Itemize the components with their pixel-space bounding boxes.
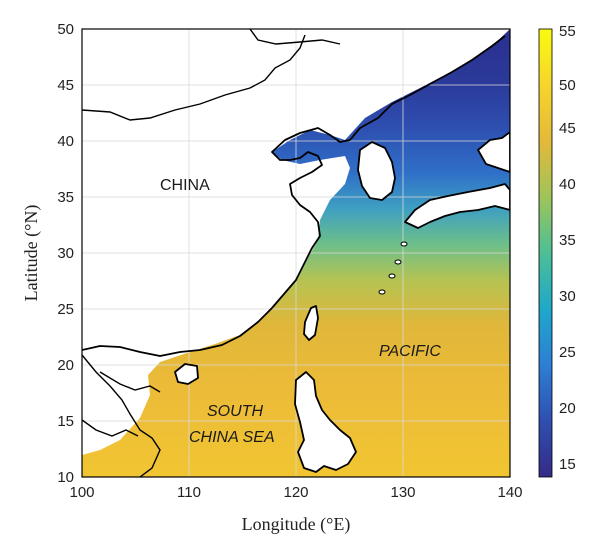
label-pacific: PACIFIC [379, 343, 441, 360]
gridlines [82, 29, 510, 477]
colorbar-ticks: 15 20 25 30 35 40 45 50 55 [559, 23, 576, 473]
x-tick-140: 140 [497, 484, 522, 501]
korea-coastline [349, 35, 506, 141]
label-china: CHINA [160, 177, 210, 194]
japan-islands [404, 183, 510, 229]
y-tick-35: 35 [57, 189, 74, 206]
taiwan-island [303, 305, 319, 341]
indochina-border-3 [99, 371, 161, 393]
y-tick-30: 30 [57, 245, 74, 262]
cb-tick-50: 50 [559, 77, 576, 94]
ryukyu-islands [378, 241, 408, 295]
y-tick-10: 10 [57, 469, 74, 486]
north-border [82, 34, 306, 121]
cb-tick-45: 45 [559, 120, 576, 137]
cb-tick-20: 20 [559, 400, 576, 417]
hokkaido-island [477, 131, 510, 173]
cb-tick-40: 40 [559, 176, 576, 193]
cb-tick-30: 30 [559, 288, 576, 305]
cb-tick-15: 15 [559, 456, 576, 473]
china-coastline [82, 127, 351, 357]
label-south-china-sea-2: CHINA SEA [189, 429, 275, 446]
y-tick-25: 25 [57, 301, 74, 318]
y-tick-20: 20 [57, 357, 74, 374]
indochina-border-2 [82, 419, 139, 437]
y-tick-40: 40 [57, 133, 74, 150]
cb-tick-35: 35 [559, 232, 576, 249]
y-axis-label: Latitude (°N) [21, 205, 42, 302]
y-tick-45: 45 [57, 77, 74, 94]
cb-tick-55: 55 [559, 23, 576, 40]
x-axis-label: Longitude (°E) [242, 514, 351, 535]
hainan-island [174, 363, 199, 385]
x-tick-110: 110 [177, 484, 201, 501]
north-border-2 [249, 29, 341, 45]
korea-peninsula [357, 141, 396, 201]
cb-tick-25: 25 [559, 344, 576, 361]
x-ticks: 100 110 120 130 140 [69, 484, 522, 501]
map-frame [81, 28, 511, 478]
y-ticks: 10 15 20 25 30 35 40 45 50 [57, 21, 74, 486]
x-tick-130: 130 [390, 484, 415, 501]
colorbar [538, 28, 553, 478]
x-tick-120: 120 [283, 484, 308, 501]
label-south-china-sea-1: SOUTH [207, 403, 263, 420]
y-tick-50: 50 [57, 21, 74, 38]
x-tick-100: 100 [69, 484, 94, 501]
philippines-islands [294, 371, 357, 473]
indochina-border [82, 354, 161, 477]
y-tick-15: 15 [57, 413, 74, 430]
